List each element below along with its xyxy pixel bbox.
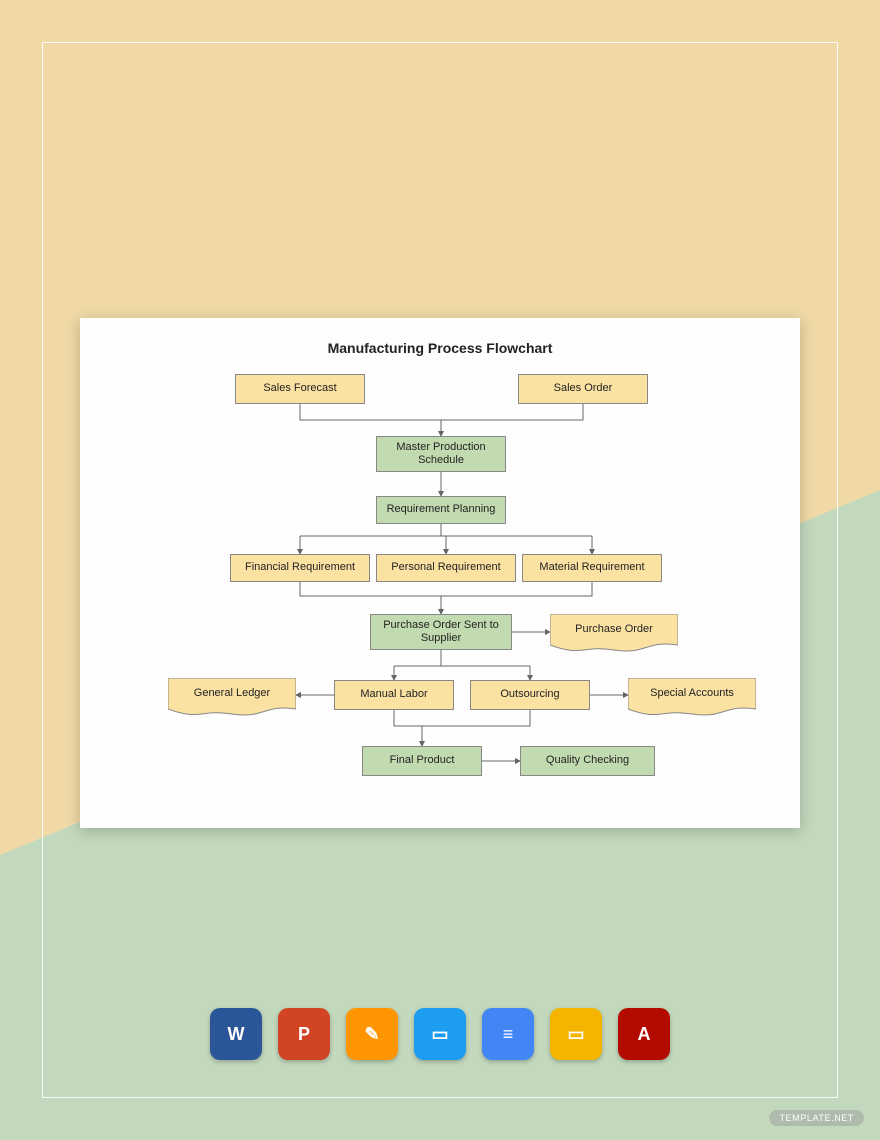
- node-special_accounts: Special Accounts: [628, 678, 756, 714]
- keynote-icon: ▭: [414, 1008, 466, 1060]
- node-mps: Master Production Schedule: [376, 436, 506, 472]
- node-outsourcing: Outsourcing: [470, 680, 590, 710]
- node-quality_check: Quality Checking: [520, 746, 655, 776]
- watermark-badge: TEMPLATE.NET: [769, 1110, 864, 1126]
- node-sales_forecast: Sales Forecast: [235, 374, 365, 404]
- powerpoint-icon: P: [278, 1008, 330, 1060]
- node-manual_labor: Manual Labor: [334, 680, 454, 710]
- node-general_ledger: General Ledger: [168, 678, 296, 714]
- pdf-icon: A: [618, 1008, 670, 1060]
- flowchart-title: Manufacturing Process Flowchart: [80, 340, 800, 356]
- node-final_product: Final Product: [362, 746, 482, 776]
- word-icon: W: [210, 1008, 262, 1060]
- pages-icon: ✎: [346, 1008, 398, 1060]
- app-icons-row: WP ✎ ▭ ≡ ▭ A: [0, 1008, 880, 1060]
- node-fin_req: Financial Requirement: [230, 554, 370, 582]
- flowchart-paper: Manufacturing Process Flowchart Sales Fo…: [80, 318, 800, 828]
- node-req_plan: Requirement Planning: [376, 496, 506, 524]
- node-mat_req: Material Requirement: [522, 554, 662, 582]
- gslides-icon: ▭: [550, 1008, 602, 1060]
- node-pers_req: Personal Requirement: [376, 554, 516, 582]
- node-sales_order: Sales Order: [518, 374, 648, 404]
- node-purchase_order: Purchase Order: [550, 614, 678, 650]
- gdocs-icon: ≡: [482, 1008, 534, 1060]
- node-po_supplier: Purchase Order Sent to Supplier: [370, 614, 512, 650]
